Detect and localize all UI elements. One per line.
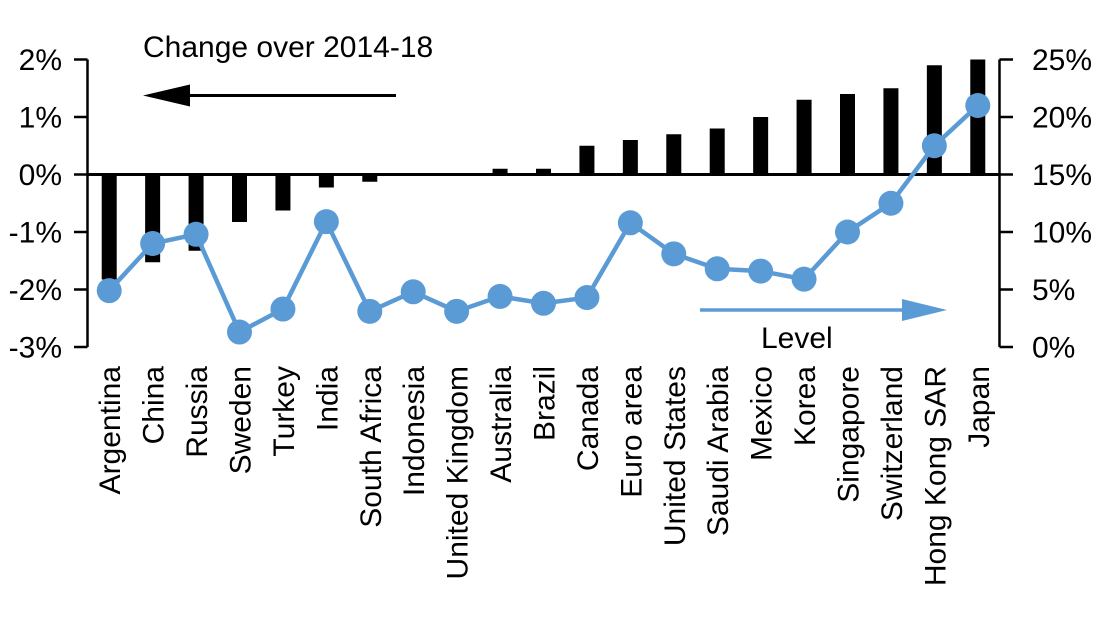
left-axis-tick-label: 0%	[19, 159, 62, 192]
x-axis-label-japan: Japan	[963, 366, 996, 448]
bar-korea	[796, 99, 812, 176]
bar-south-africa	[362, 174, 378, 182]
level-marker-china	[140, 231, 166, 256]
bar-australia	[492, 168, 508, 176]
left-axis-tick-label: -3%	[9, 332, 62, 365]
bar-saudi-arabia	[709, 128, 725, 176]
left-axis-tick-label: -1%	[9, 217, 62, 250]
x-axis-label-turkey: Turkey	[268, 366, 301, 457]
level-marker-singapore	[835, 219, 860, 245]
level-marker-india	[313, 209, 339, 235]
x-axis-label-brazil: Brazil	[529, 366, 562, 441]
level-marker-switzerland	[878, 190, 904, 216]
left-axis-tick-label: 2%	[19, 44, 62, 77]
change-arrow-head-left-icon	[143, 84, 190, 107]
bar-brazil	[536, 168, 551, 176]
level-marker-indonesia	[400, 279, 426, 305]
x-axis-label-russia: Russia	[181, 366, 214, 458]
level-marker-sweden	[227, 319, 252, 345]
x-axis-label-united-kingdom: United Kingdom	[442, 366, 475, 579]
level-marker-canada	[574, 285, 600, 311]
bar-singapore	[840, 94, 855, 176]
bar-mexico	[753, 117, 769, 176]
level-marker-argentina	[96, 278, 122, 304]
bar-argentina	[101, 174, 117, 280]
level-marker-australia	[487, 283, 513, 309]
bar-euro-area	[622, 140, 638, 176]
level-marker-united-kingdom	[444, 298, 470, 324]
right-axis-tick-label: 20%	[1032, 102, 1092, 135]
bar-hong-kong-sar	[926, 65, 942, 176]
x-axis-label-mexico: Mexico	[746, 366, 779, 461]
level-marker-mexico	[748, 258, 774, 284]
bar-united-states	[666, 134, 682, 176]
bar-turkey	[275, 174, 291, 211]
x-axis-label-australia: Australia	[485, 366, 518, 483]
x-axis-label-south-africa: South Africa	[355, 366, 388, 528]
x-axis-label-saudi-arabia: Saudi Arabia	[702, 366, 735, 536]
right-axis-tick-label: 15%	[1032, 159, 1092, 192]
bar-switzerland	[883, 88, 899, 176]
right-axis-tick-label: 25%	[1032, 44, 1092, 77]
bar-sweden	[232, 174, 247, 222]
left-axis-tick-label: 1%	[19, 102, 62, 135]
x-axis-label-hong-kong-sar: Hong Kong SAR	[919, 366, 952, 586]
level-series-label: Level	[761, 322, 833, 355]
level-marker-hong-kong-sar	[921, 133, 947, 159]
level-marker-japan	[965, 93, 991, 118]
bar-india	[318, 174, 334, 188]
x-axis-label-singapore: Singapore	[833, 366, 866, 503]
level-marker-brazil	[531, 290, 556, 316]
change-series-label: Change over 2014-18	[143, 31, 434, 64]
x-axis-label-argentina: Argentina	[94, 366, 127, 495]
level-arrow-head-right-icon	[902, 299, 947, 321]
x-axis-label-sweden: Sweden	[225, 366, 258, 474]
level-marker-euro-area	[617, 210, 643, 236]
left-axis-tick-label: -2%	[9, 274, 62, 307]
right-axis-tick-label: 0%	[1032, 332, 1075, 365]
level-marker-united-states	[661, 241, 687, 267]
level-marker-korea	[791, 266, 817, 292]
x-axis-label-india: India	[311, 366, 344, 431]
x-axis-label-switzerland: Switzerland	[876, 366, 909, 521]
level-marker-south-africa	[357, 298, 383, 324]
x-axis-label-china: China	[138, 366, 171, 445]
right-axis-tick-label: 10%	[1032, 217, 1092, 250]
x-axis-label-korea: Korea	[789, 366, 822, 446]
x-axis-label-united-states: United States	[659, 366, 692, 546]
level-marker-turkey	[270, 296, 296, 322]
bar-canada	[579, 145, 595, 176]
x-axis-label-euro-area: Euro area	[615, 366, 648, 498]
level-marker-saudi-arabia	[704, 256, 730, 282]
x-axis-label-canada: Canada	[572, 366, 605, 471]
right-axis-tick-label: 5%	[1032, 274, 1075, 307]
x-axis-label-indonesia: Indonesia	[398, 366, 431, 496]
level-marker-russia	[183, 221, 209, 247]
